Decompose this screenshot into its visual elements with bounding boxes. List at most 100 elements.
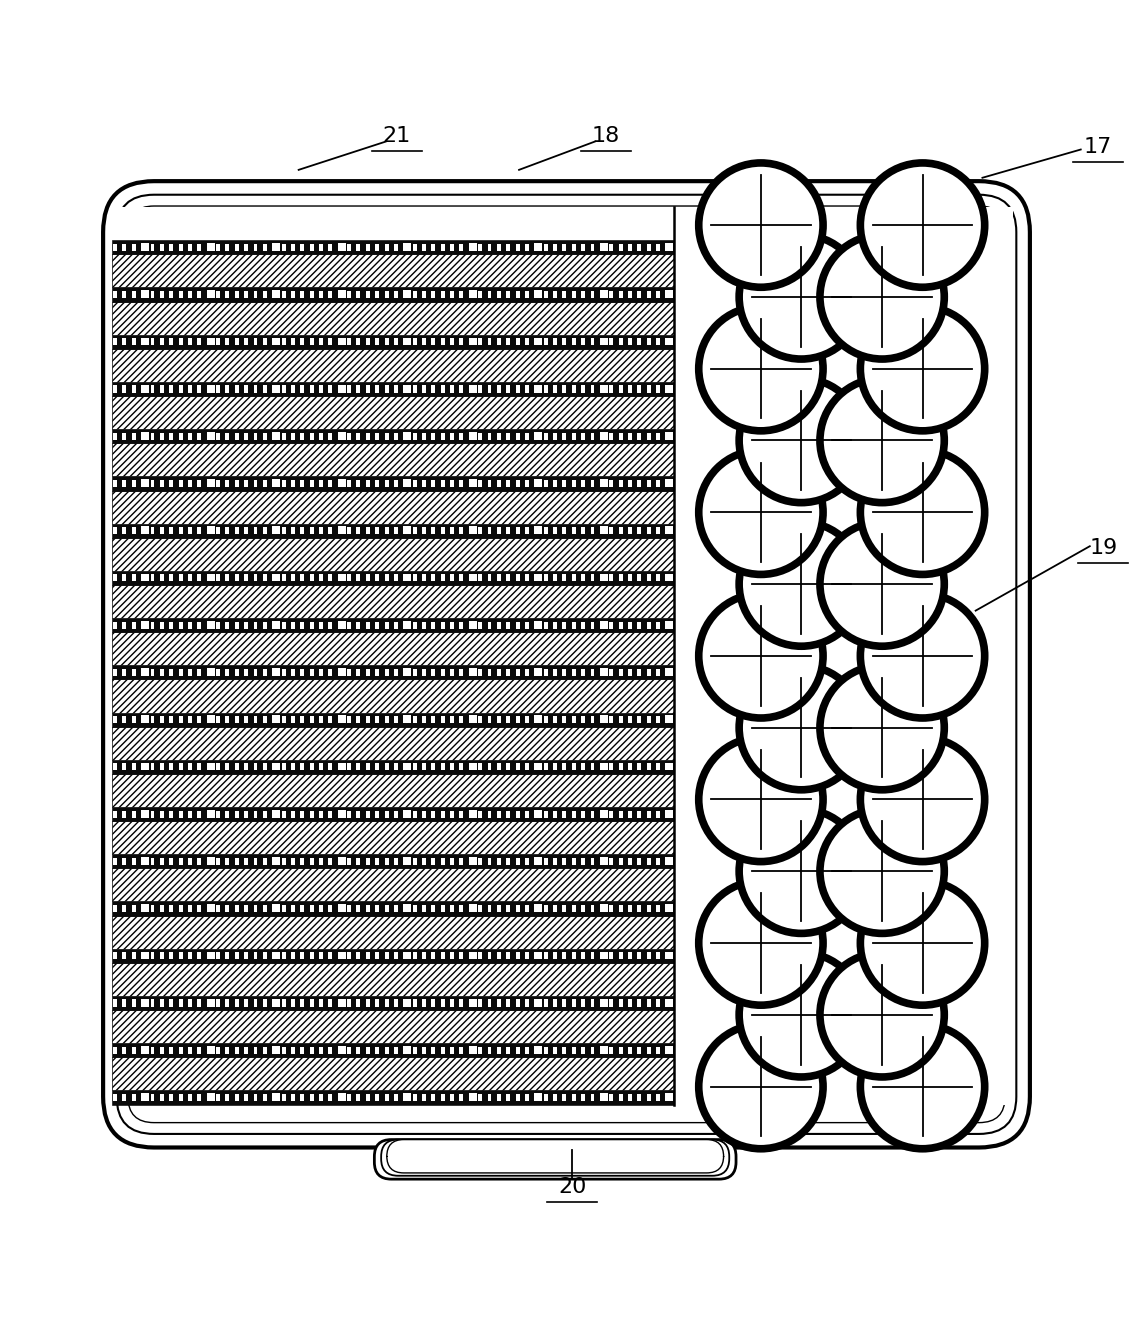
Bar: [516, 433, 520, 439]
Bar: [535, 385, 543, 393]
Bar: [384, 291, 389, 298]
Bar: [225, 1094, 229, 1101]
Bar: [197, 669, 202, 676]
Bar: [309, 433, 314, 439]
Bar: [441, 574, 444, 582]
Bar: [478, 763, 483, 770]
Bar: [656, 339, 661, 345]
Bar: [403, 620, 411, 628]
Bar: [338, 999, 346, 1007]
Bar: [151, 953, 154, 959]
Bar: [506, 669, 510, 676]
Bar: [347, 480, 351, 487]
Bar: [450, 339, 454, 345]
Bar: [525, 622, 529, 628]
Bar: [460, 243, 463, 251]
Bar: [300, 905, 305, 912]
Bar: [112, 443, 674, 476]
Bar: [450, 243, 454, 251]
Bar: [244, 433, 248, 439]
Bar: [197, 1094, 202, 1101]
Bar: [441, 339, 444, 345]
Bar: [590, 574, 595, 582]
Bar: [647, 622, 650, 628]
Bar: [394, 1094, 398, 1101]
Bar: [320, 527, 323, 534]
Bar: [366, 811, 369, 818]
Bar: [357, 1094, 360, 1101]
Bar: [656, 291, 661, 298]
Bar: [169, 339, 173, 345]
Bar: [122, 1094, 127, 1101]
Bar: [590, 622, 595, 628]
Bar: [638, 480, 641, 487]
Bar: [263, 385, 266, 393]
Bar: [142, 668, 150, 676]
Bar: [188, 999, 191, 1007]
Bar: [309, 1046, 314, 1054]
Bar: [206, 810, 214, 818]
Bar: [357, 480, 360, 487]
Bar: [235, 433, 239, 439]
Bar: [151, 1094, 154, 1101]
Circle shape: [820, 521, 944, 646]
Bar: [384, 433, 389, 439]
Bar: [206, 243, 214, 251]
Bar: [441, 669, 444, 676]
Bar: [216, 339, 220, 345]
Bar: [122, 763, 127, 770]
Bar: [610, 999, 613, 1007]
Bar: [216, 857, 220, 865]
Bar: [263, 905, 266, 912]
Bar: [478, 716, 483, 724]
Bar: [197, 953, 202, 959]
Bar: [244, 527, 248, 534]
Bar: [151, 905, 154, 912]
Bar: [441, 953, 444, 959]
Bar: [647, 243, 650, 251]
Bar: [113, 622, 117, 628]
Bar: [142, 762, 150, 770]
Bar: [460, 953, 463, 959]
Bar: [562, 905, 566, 912]
Bar: [235, 1046, 239, 1054]
Bar: [160, 857, 164, 865]
Bar: [122, 433, 127, 439]
Bar: [628, 291, 632, 298]
Bar: [432, 527, 435, 534]
Bar: [619, 622, 622, 628]
Bar: [357, 385, 360, 393]
Bar: [309, 999, 314, 1007]
Bar: [516, 385, 520, 393]
Bar: [469, 479, 477, 487]
Bar: [628, 763, 632, 770]
Bar: [197, 480, 202, 487]
Bar: [506, 857, 510, 865]
Bar: [403, 290, 411, 298]
Bar: [112, 570, 674, 585]
Bar: [366, 716, 369, 724]
Bar: [112, 855, 674, 868]
Bar: [272, 385, 280, 393]
Bar: [497, 622, 501, 628]
Bar: [131, 385, 136, 393]
Bar: [619, 763, 622, 770]
Bar: [535, 479, 543, 487]
Bar: [244, 291, 248, 298]
Bar: [329, 1094, 332, 1101]
Bar: [263, 953, 266, 959]
Bar: [197, 574, 202, 582]
Bar: [553, 480, 557, 487]
Bar: [581, 716, 585, 724]
Bar: [179, 622, 182, 628]
Bar: [638, 763, 641, 770]
Bar: [216, 243, 220, 251]
Bar: [197, 905, 202, 912]
Bar: [450, 953, 454, 959]
Bar: [599, 1093, 608, 1101]
Bar: [535, 337, 543, 345]
Bar: [469, 951, 477, 959]
Bar: [272, 620, 280, 628]
Bar: [638, 669, 641, 676]
Bar: [244, 574, 248, 582]
